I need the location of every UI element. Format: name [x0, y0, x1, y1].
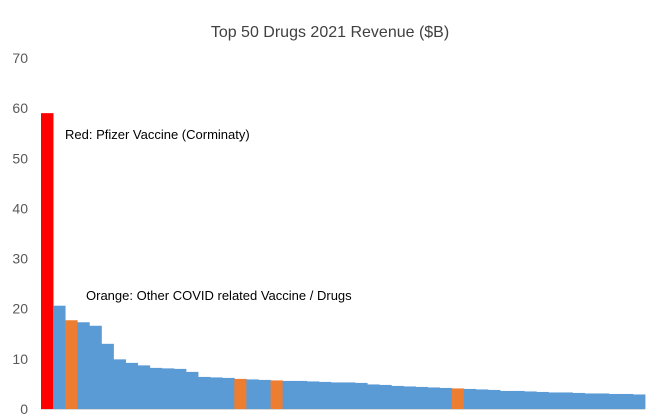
bar — [210, 377, 223, 409]
bar — [198, 376, 211, 409]
bar — [282, 380, 296, 409]
bar — [343, 382, 356, 409]
bar — [439, 387, 453, 409]
bar — [584, 393, 598, 409]
chart-title: Top 50 Drugs 2021 Revenue ($B) — [211, 24, 449, 41]
bar — [113, 359, 126, 409]
bar — [512, 390, 525, 409]
bar — [415, 386, 428, 409]
bar — [475, 389, 489, 409]
y-axis: 0 10 20 30 40 50 60 70 — [12, 50, 28, 417]
bar — [536, 391, 549, 409]
bar — [355, 382, 368, 409]
bar — [487, 389, 501, 409]
bar — [294, 380, 308, 409]
y-tick-label: 10 — [12, 351, 28, 367]
bar — [548, 392, 561, 409]
bar — [246, 379, 259, 409]
bar — [632, 394, 646, 409]
bar — [77, 322, 90, 409]
bar — [222, 377, 235, 409]
bar — [391, 385, 404, 409]
y-tick-label: 0 — [20, 401, 28, 417]
bar — [306, 381, 320, 409]
bar — [234, 378, 247, 409]
bar — [65, 320, 78, 409]
bar — [53, 305, 66, 409]
bar — [318, 381, 332, 409]
bar — [330, 382, 344, 409]
bar — [451, 388, 465, 409]
annotation-pfizer: Red: Pfizer Vaccine (Corminaty) — [65, 127, 250, 142]
y-tick-label: 60 — [12, 100, 28, 116]
bar — [524, 391, 537, 409]
bar — [270, 380, 283, 409]
bar — [620, 393, 634, 409]
bar — [572, 392, 585, 409]
bar — [608, 393, 622, 409]
bar — [500, 390, 513, 409]
y-tick-label: 50 — [12, 150, 28, 166]
bar — [137, 365, 151, 409]
bar — [149, 367, 163, 409]
bar — [596, 393, 610, 409]
annotation-covid: Orange: Other COVID related Vaccine / Dr… — [86, 288, 352, 303]
bar — [560, 392, 573, 409]
bar — [463, 388, 477, 409]
bar — [125, 362, 139, 409]
bar — [258, 379, 271, 409]
bar — [89, 325, 102, 409]
bar — [367, 384, 380, 409]
bars — [41, 113, 646, 409]
bar — [161, 368, 175, 409]
bar — [379, 384, 392, 409]
y-tick-label: 30 — [12, 251, 28, 267]
y-tick-label: 20 — [12, 301, 28, 317]
bar — [173, 368, 187, 409]
y-tick-label: 70 — [12, 50, 28, 66]
bar — [403, 386, 416, 409]
bar — [185, 371, 199, 409]
bar — [41, 113, 54, 409]
bar — [427, 387, 441, 409]
bar — [101, 343, 114, 409]
y-tick-label: 40 — [12, 200, 28, 216]
